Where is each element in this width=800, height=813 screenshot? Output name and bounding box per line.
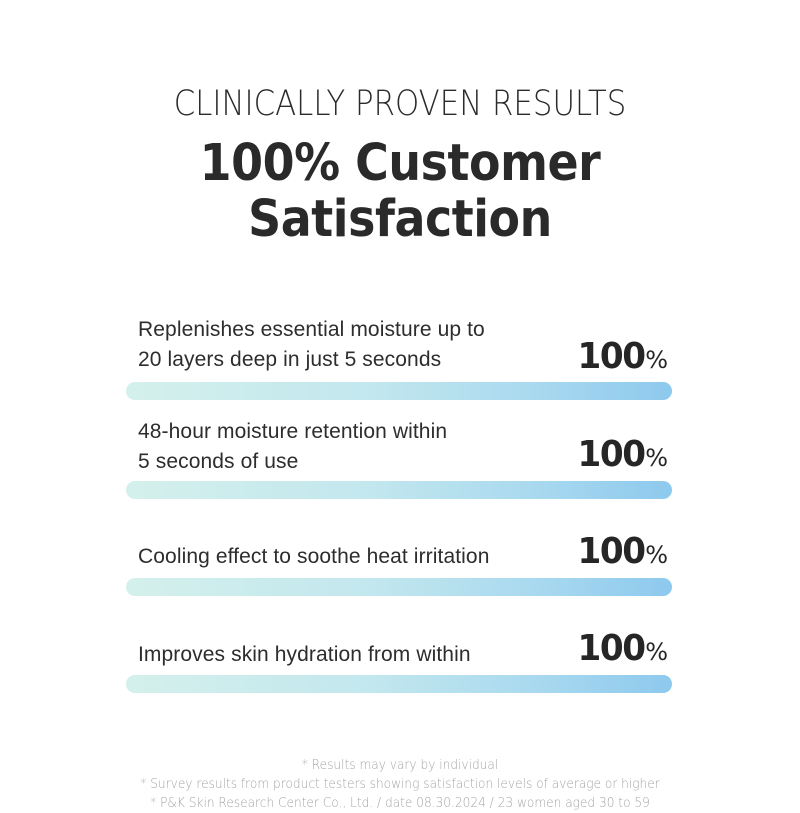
page-title: 100% Customer Satisfaction — [40, 136, 760, 248]
result-row: 48-hour moisture retention within 5 seco… — [126, 413, 672, 503]
result-value: 100 — [577, 628, 646, 669]
footnote: * Results may vary by individual — [301, 757, 499, 773]
page-title-line-2: Satisfaction — [248, 190, 552, 249]
result-value: 100 — [577, 336, 646, 377]
result-bar — [126, 382, 672, 400]
result-label: Cooling effect to soothe heat irritation — [138, 542, 490, 572]
result-label-line: 20 layers deep in just 5 seconds — [138, 348, 442, 371]
result-percentage: 100% — [574, 437, 668, 473]
footnotes: * Results may vary by individual * Surve… — [0, 756, 800, 813]
result-label-line: 5 seconds of use — [138, 450, 299, 473]
result-row: Cooling effect to soothe heat irritation… — [126, 510, 672, 600]
result-unit: % — [645, 346, 668, 374]
footnote: * Survey results from product testers sh… — [140, 776, 660, 792]
result-label-line: 48-hour moisture retention within — [138, 420, 448, 443]
result-value: 100 — [577, 531, 646, 572]
result-unit: % — [645, 444, 668, 472]
result-value: 100 — [577, 434, 646, 475]
result-bar — [126, 675, 672, 693]
result-label: Improves skin hydration from within — [138, 640, 471, 670]
result-bar — [126, 481, 672, 499]
result-row: Replenishes essential moisture up to 20 … — [126, 314, 672, 404]
result-label-line: Improves skin hydration from within — [138, 643, 471, 666]
page-title-line-1: 100% Customer — [199, 134, 601, 193]
result-label: 48-hour moisture retention within 5 seco… — [138, 417, 447, 477]
footnote: * P&K Skin Research Center Co., Ltd. / d… — [150, 795, 650, 811]
result-label: Replenishes essential moisture up to 20 … — [138, 315, 485, 375]
result-label-line: Cooling effect to soothe heat irritation — [138, 545, 490, 568]
result-bar — [126, 578, 672, 596]
result-percentage: 100% — [574, 631, 668, 667]
result-unit: % — [645, 638, 668, 666]
result-percentage: 100% — [574, 339, 668, 375]
result-percentage: 100% — [574, 534, 668, 570]
result-row: Improves skin hydration from within 100% — [126, 607, 672, 697]
result-label-line: Replenishes essential moisture up to — [138, 318, 485, 341]
result-unit: % — [645, 541, 668, 569]
eyebrow-heading: CLINICALLY PROVEN RESULTS — [173, 84, 627, 124]
